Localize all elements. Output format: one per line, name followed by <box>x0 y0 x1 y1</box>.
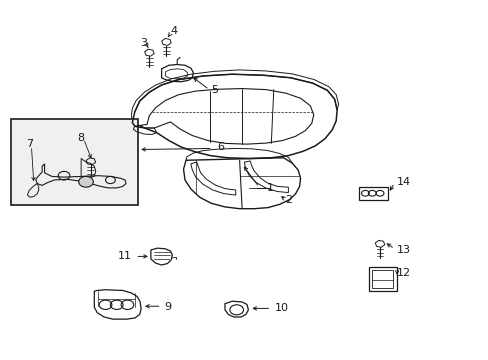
Circle shape <box>79 176 93 187</box>
Bar <box>368 267 396 291</box>
Text: 10: 10 <box>274 303 288 314</box>
Bar <box>358 187 387 200</box>
Text: 4: 4 <box>170 26 177 36</box>
Bar <box>11 119 138 205</box>
Text: 1: 1 <box>266 183 273 193</box>
Text: 6: 6 <box>217 142 224 152</box>
Bar <box>371 270 392 288</box>
Text: 9: 9 <box>164 302 171 312</box>
Text: 12: 12 <box>396 267 410 278</box>
Text: 8: 8 <box>78 133 84 143</box>
Text: 7: 7 <box>26 139 34 149</box>
Text: 13: 13 <box>396 245 410 255</box>
Text: 5: 5 <box>211 85 218 95</box>
Text: 3: 3 <box>140 38 147 48</box>
Text: 14: 14 <box>396 177 410 187</box>
Text: 11: 11 <box>117 251 131 261</box>
Text: 2: 2 <box>284 195 291 205</box>
